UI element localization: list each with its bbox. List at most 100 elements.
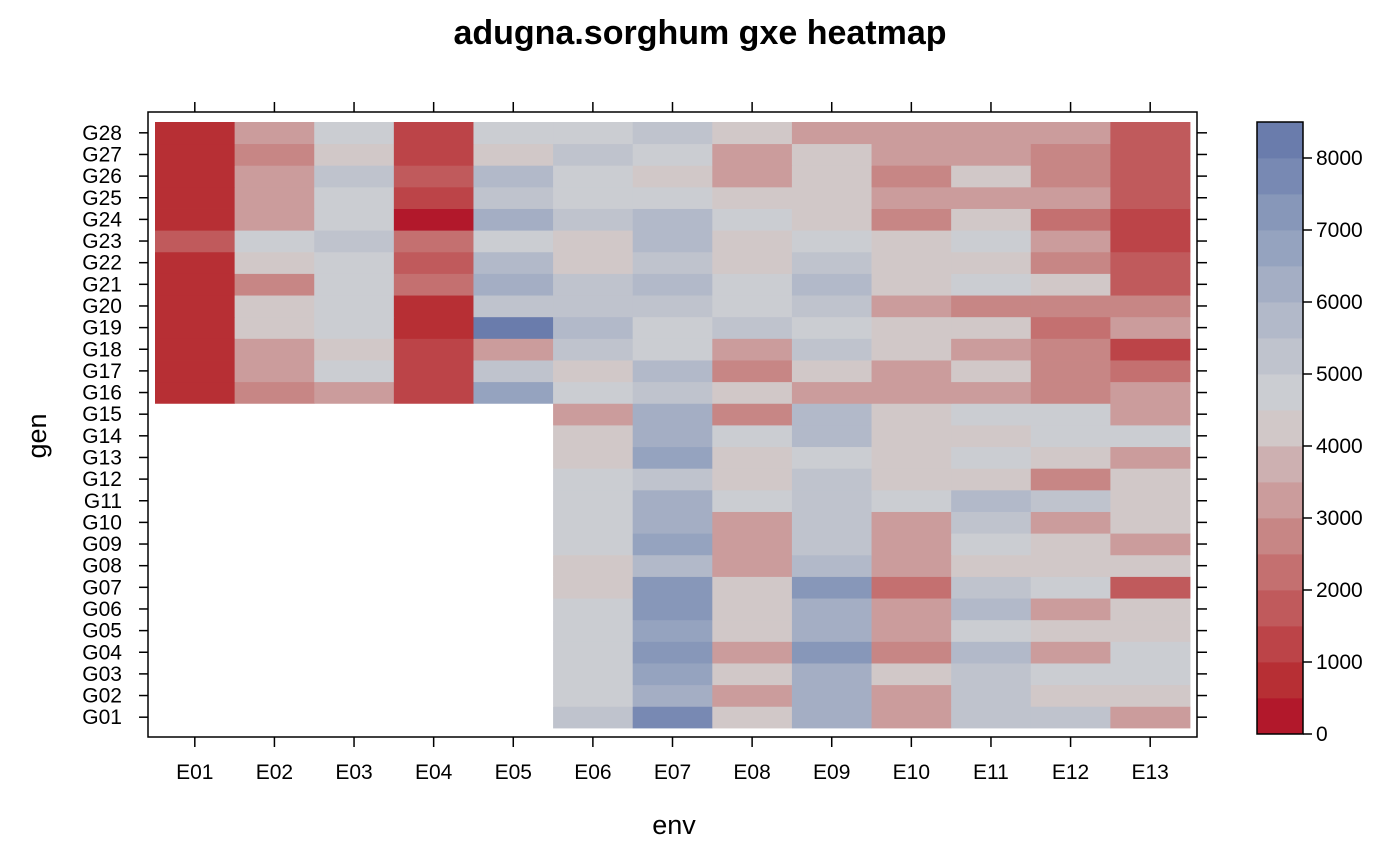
heatmap-cell-G14-E09 (791, 425, 872, 448)
heatmap-cell-G14-E05 (473, 425, 554, 448)
y-tick-label: G07 (82, 576, 122, 599)
heatmap-cell-G10-E06 (553, 511, 634, 534)
heatmap-cell-G02-E11 (951, 684, 1032, 707)
heatmap-cell-G11-E02 (234, 489, 315, 512)
heatmap-cell-G12-E08 (712, 468, 793, 491)
heatmap-cell-G13-E01 (155, 446, 236, 469)
heatmap-cell-G28-E01 (155, 122, 236, 145)
x-tick-label: E01 (176, 761, 213, 784)
heatmap-cell-G18-E01 (155, 338, 236, 361)
heatmap-cell-G22-E12 (1030, 251, 1111, 274)
heatmap-cell-G08-E01 (155, 554, 236, 577)
heatmap-cell-G06-E07 (632, 598, 713, 621)
heatmap-cell-G08-E11 (951, 554, 1032, 577)
heatmap-cell-G23-E01 (155, 230, 236, 253)
heatmap-cell-G19-E12 (1030, 316, 1111, 339)
heatmap-cell-G10-E11 (951, 511, 1032, 534)
heatmap-cell-G19-E07 (632, 316, 713, 339)
heatmap-cell-G01-E12 (1030, 706, 1111, 729)
heatmap-cell-G06-E11 (951, 598, 1032, 621)
heatmap-cell-G23-E03 (314, 230, 395, 253)
heatmap-cell-G18-E07 (632, 338, 713, 361)
y-tick-label: G18 (82, 338, 122, 361)
heatmap-cell-G15-E09 (791, 403, 872, 426)
y-tick-label: G03 (82, 663, 122, 686)
colorbar: 0 1000 2000 3000 4000 5000 6000 7000 8000 (1256, 121, 1363, 746)
heatmap-cell-G26-E09 (791, 165, 872, 188)
heatmap-cell-G17-E04 (393, 360, 474, 383)
heatmap-cell-G04-E01 (155, 641, 236, 664)
heatmap-cell-G17-E06 (553, 360, 634, 383)
heatmap-cell-G04-E04 (393, 641, 474, 664)
heatmap-cell-G21-E03 (314, 273, 395, 296)
heatmap-cell-G11-E01 (155, 489, 236, 512)
heatmap-cell-G07-E07 (632, 576, 713, 599)
heatmap-cell-G26-E06 (553, 165, 634, 188)
heatmap-cell-G17-E05 (473, 360, 554, 383)
heatmap-cell-G17-E01 (155, 360, 236, 383)
heatmap-cell-G25-E07 (632, 186, 713, 209)
heatmap-cell-G13-E05 (473, 446, 554, 469)
heatmap-cell-G28-E10 (871, 122, 952, 145)
heatmap-cell-G05-E02 (234, 619, 315, 642)
heatmap-cell-G25-E01 (155, 186, 236, 209)
heatmap-cell-G24-E08 (712, 208, 793, 231)
heatmap-cell-G13-E12 (1030, 446, 1111, 469)
heatmap-cell-G02-E02 (234, 684, 315, 707)
heatmap-cell-G25-E09 (791, 186, 872, 209)
heatmap-cell-G01-E06 (553, 706, 634, 729)
heatmap-cell-G20-E04 (393, 295, 474, 318)
heatmap-cell-G12-E07 (632, 468, 713, 491)
heatmap-cell-G07-E06 (553, 576, 634, 599)
heatmap-cell-G03-E07 (632, 663, 713, 686)
heatmap-cell-G20-E03 (314, 295, 395, 318)
heatmap-cell-G28-E13 (1110, 122, 1191, 145)
heatmap-cell-G19-E02 (234, 316, 315, 339)
heatmap-cell-G02-E08 (712, 684, 793, 707)
heatmap-cell-G05-E04 (393, 619, 474, 642)
x-tick-label: E10 (893, 761, 930, 784)
heatmap-cell-G09-E04 (393, 533, 474, 556)
heatmap-cell-G15-E13 (1110, 403, 1191, 426)
heatmap-cell-G01-E11 (951, 706, 1032, 729)
heatmap-cell-G23-E05 (473, 230, 554, 253)
heatmap-cell-G25-E12 (1030, 186, 1111, 209)
heatmap-cell-G27-E08 (712, 143, 793, 166)
colorbar-swatch (1257, 446, 1303, 483)
heatmap-cell-G14-E07 (632, 425, 713, 448)
heatmap-cell-G03-E08 (712, 663, 793, 686)
heatmap-cell-G28-E08 (712, 122, 793, 145)
x-tick-label: E12 (1052, 761, 1089, 784)
heatmap-cell-G14-E02 (234, 425, 315, 448)
heatmap-cell-G22-E08 (712, 251, 793, 274)
heatmap-cell-G27-E05 (473, 143, 554, 166)
heatmap-cell-G04-E09 (791, 641, 872, 664)
heatmap-cell-G28-E12 (1030, 122, 1111, 145)
heatmap-cell-G28-E02 (234, 122, 315, 145)
heatmap-cell-G15-E01 (155, 403, 236, 426)
heatmap-cell-G20-E09 (791, 295, 872, 318)
heatmap-cell-G12-E06 (553, 468, 634, 491)
heatmap-cell-G04-E02 (234, 641, 315, 664)
heatmap-cell-G21-E05 (473, 273, 554, 296)
heatmap-cell-G18-E05 (473, 338, 554, 361)
heatmap-cell-G12-E02 (234, 468, 315, 491)
heatmap-cell-G09-E06 (553, 533, 634, 556)
heatmap-cell-G17-E03 (314, 360, 395, 383)
heatmap-cell-G24-E07 (632, 208, 713, 231)
heatmap-cell-G11-E04 (393, 489, 474, 512)
heatmap-cell-G18-E08 (712, 338, 793, 361)
heatmap-cell-G23-E09 (791, 230, 872, 253)
heatmap-cell-G16-E13 (1110, 381, 1191, 404)
heatmap-cell-G01-E10 (871, 706, 952, 729)
y-tick-label: G25 (82, 187, 122, 210)
heatmap-cell-G16-E05 (473, 381, 554, 404)
heatmap-cell-G02-E13 (1110, 684, 1191, 707)
x-tick-label: E02 (256, 761, 293, 784)
heatmap-cell-G03-E11 (951, 663, 1032, 686)
heatmap-cell-G15-E07 (632, 403, 713, 426)
heatmap-cell-G05-E11 (951, 619, 1032, 642)
heatmap-cell-G23-E04 (393, 230, 474, 253)
x-tick-label: E11 (973, 761, 1009, 784)
heatmap-cell-G12-E12 (1030, 468, 1111, 491)
